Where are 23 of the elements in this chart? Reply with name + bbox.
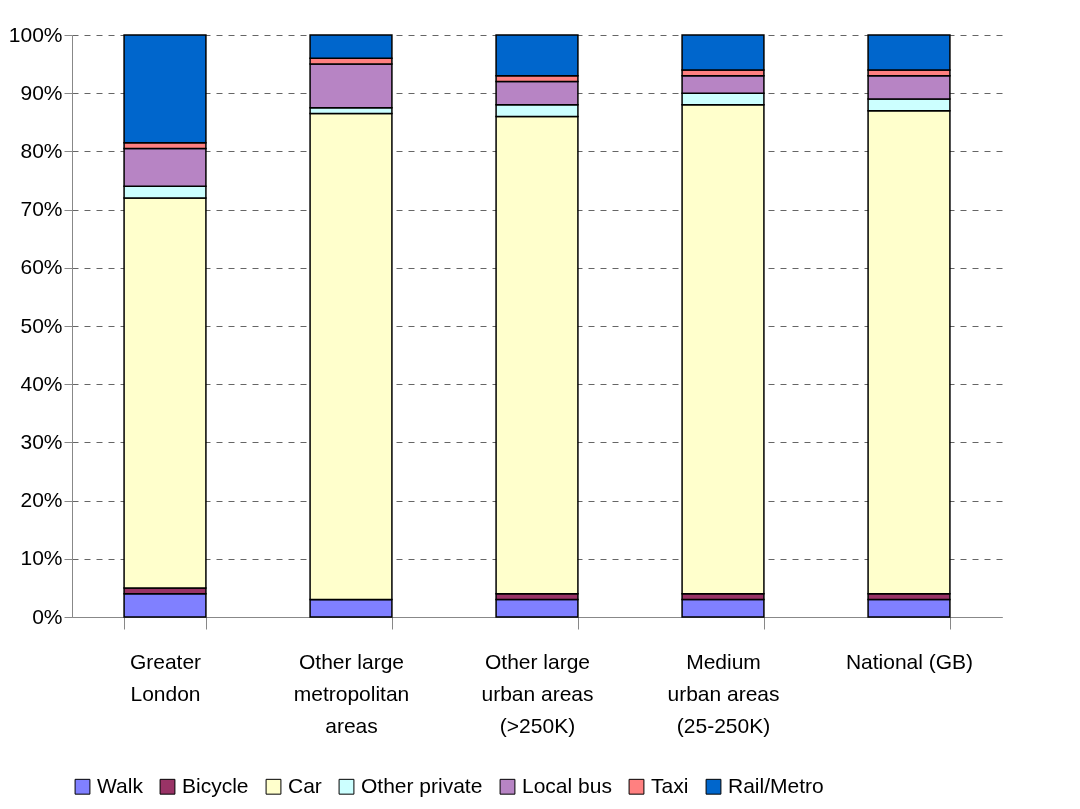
x-tick-label: Other large urban areas (>250K)	[481, 649, 594, 737]
y-tick-label: 80%	[20, 138, 63, 162]
y-tick-label: 40%	[20, 371, 63, 395]
y-tick-label: 50%	[20, 313, 63, 337]
y-tick-label: 100%	[8, 22, 63, 46]
legend-label: Taxi	[651, 773, 689, 797]
y-tick-label: 10%	[20, 546, 63, 570]
legend-label: Local bus	[522, 773, 612, 797]
legend-label: Walk	[97, 773, 144, 797]
y-tick-label: 20%	[20, 488, 63, 512]
x-tick-label: Other large metropolitan areas	[293, 649, 410, 737]
x-tick-label: National (GB)	[845, 649, 974, 673]
y-tick-label: 90%	[20, 80, 63, 104]
x-tick-label: Medium urban areas (25-250K)	[667, 649, 780, 737]
y-tick-label: 30%	[20, 429, 63, 453]
y-tick-label: 0%	[32, 604, 63, 628]
legend-label: Car	[288, 773, 322, 797]
x-tick-label: Greater London	[129, 649, 202, 705]
legend-label: Bicycle	[182, 773, 249, 797]
y-tick-label: 70%	[20, 197, 63, 221]
legend-label: Rail/Metro	[728, 773, 824, 797]
y-tick-label: 60%	[20, 255, 63, 279]
legend-label: Other private	[361, 773, 483, 797]
